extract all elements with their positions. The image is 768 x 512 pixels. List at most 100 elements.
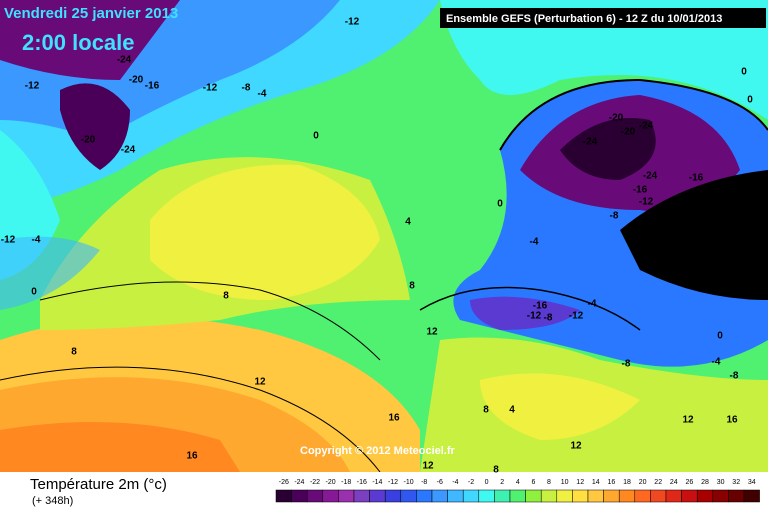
contour-label: -16 [145,81,160,92]
field-mild [150,164,380,300]
coastline [499,78,768,151]
colorbar-tick-label: -10 [404,479,414,486]
map-field [0,0,768,473]
colorbar-swatch [353,489,370,503]
contour-label: 16 [186,451,198,462]
colorbar-swatch [587,489,604,503]
colorbar-tick-label: 12 [576,479,584,486]
colorbar-tick-label: 14 [592,479,600,486]
contour-label: 16 [388,413,400,424]
isotherm [39,281,381,361]
colorbar-tick-label: -12 [388,479,398,486]
contour-label: 4 [509,405,515,416]
colorbar-swatch [291,489,308,503]
colorbar-swatch [462,489,480,503]
contour-label: 8 [409,281,415,292]
colorbar-tick-label: -4 [452,479,458,486]
colorbar-swatch [322,489,339,503]
contour-label: 12 [570,441,582,452]
contour-label: 0 [497,199,503,210]
date: Vendredi 25 janvier 2013 [4,5,178,22]
colorbar-swatch [556,489,573,503]
colorbar-tick-label: -24 [294,479,304,486]
colorbar-tick-label: 0 [485,479,489,486]
colorbar-swatch [509,489,526,503]
colorbar-swatch [634,489,651,503]
colorbar-swatch [540,489,558,503]
colorbar-swatch [400,489,417,503]
field-cold [0,236,100,310]
colorbar-swatch [494,489,511,503]
time: 2:00 locale [22,30,135,55]
contour-label: -24 [121,145,136,156]
contour-label: -24 [117,55,132,66]
contour-label: -16 [533,301,548,312]
contour-label: -24 [643,171,658,182]
colorbar-swatch [431,489,448,503]
colorbar-swatch [712,489,729,503]
contour-label: -12 [203,83,218,94]
model: Ensemble GEFS (Perturbation 6) - 12 Z du… [446,13,722,25]
colorbar-swatch [306,489,324,503]
contour-label: 0 [747,95,753,106]
contour-label: 4 [405,217,411,228]
contour-label: -12 [25,81,40,92]
field-very-cold [60,83,130,170]
field-cold [470,296,580,330]
colorbar-swatch [681,489,698,503]
contour-label: 0 [313,131,319,142]
colorbar-swatch [665,489,682,503]
contour-label: -24 [639,121,654,132]
colorbar-swatch [338,489,355,503]
colorbar-tick-label: 18 [623,479,631,486]
contour-label: -20 [675,193,690,204]
contour-label: -24 [583,137,598,148]
contour-label: 12 [682,415,694,426]
colorbar-tick-label: -14 [372,479,382,486]
contour-label: 8 [483,405,489,416]
colorbar-tick-label: -26 [279,479,289,486]
contour-label: -4 [258,89,267,100]
lead-time: (+ 348h) [32,495,73,507]
colorbar-swatch [743,489,760,503]
contour-label: -4 [530,237,539,248]
colorbar-tick-label: 10 [561,479,569,486]
contour-label: -4 [712,357,721,368]
contour-label: -12 [345,17,360,28]
colorbar-tick-label: 34 [748,479,756,486]
colorbar-tick-label: 4 [516,479,520,486]
contour-label: -4 [32,235,41,246]
colorbar-tick-label: -18 [341,479,351,486]
colorbar-tick-label: 20 [639,479,647,486]
colorbar-swatch [618,489,636,503]
colorbar-tick-label: 24 [670,479,678,486]
colorbar-swatch [650,489,667,503]
field-extreme [620,170,768,300]
colorbar-tick-label: 2 [500,479,504,486]
contour-label: -8 [730,371,739,382]
contour-label: 0 [717,331,723,342]
contour-label: -20 [621,127,636,138]
field-warm [0,422,240,472]
field-mild [480,373,640,440]
colorbar-tick-label: 8 [547,479,551,486]
colorbar-swatch [525,489,542,503]
contour-label: 12 [426,327,438,338]
colorbar-swatch [696,489,714,503]
contour-label: -12 [527,311,542,322]
field-very-cold [560,118,656,180]
colorbar-swatch [369,489,386,503]
contour-label: 8 [71,347,77,358]
contour-label: 16 [726,415,738,426]
contour-label: 0 [741,67,747,78]
contour-label: -4 [588,299,597,310]
contour-label: -12 [569,311,584,322]
colorbar-tick-label: 28 [701,479,709,486]
coastline [419,286,641,331]
colorbar-tick-label: -6 [437,479,443,486]
colorbar-tick-label: 32 [732,479,740,486]
colorbar-tick-label: 6 [531,479,535,486]
model-box [440,8,766,28]
colorbar-swatch [728,489,745,503]
